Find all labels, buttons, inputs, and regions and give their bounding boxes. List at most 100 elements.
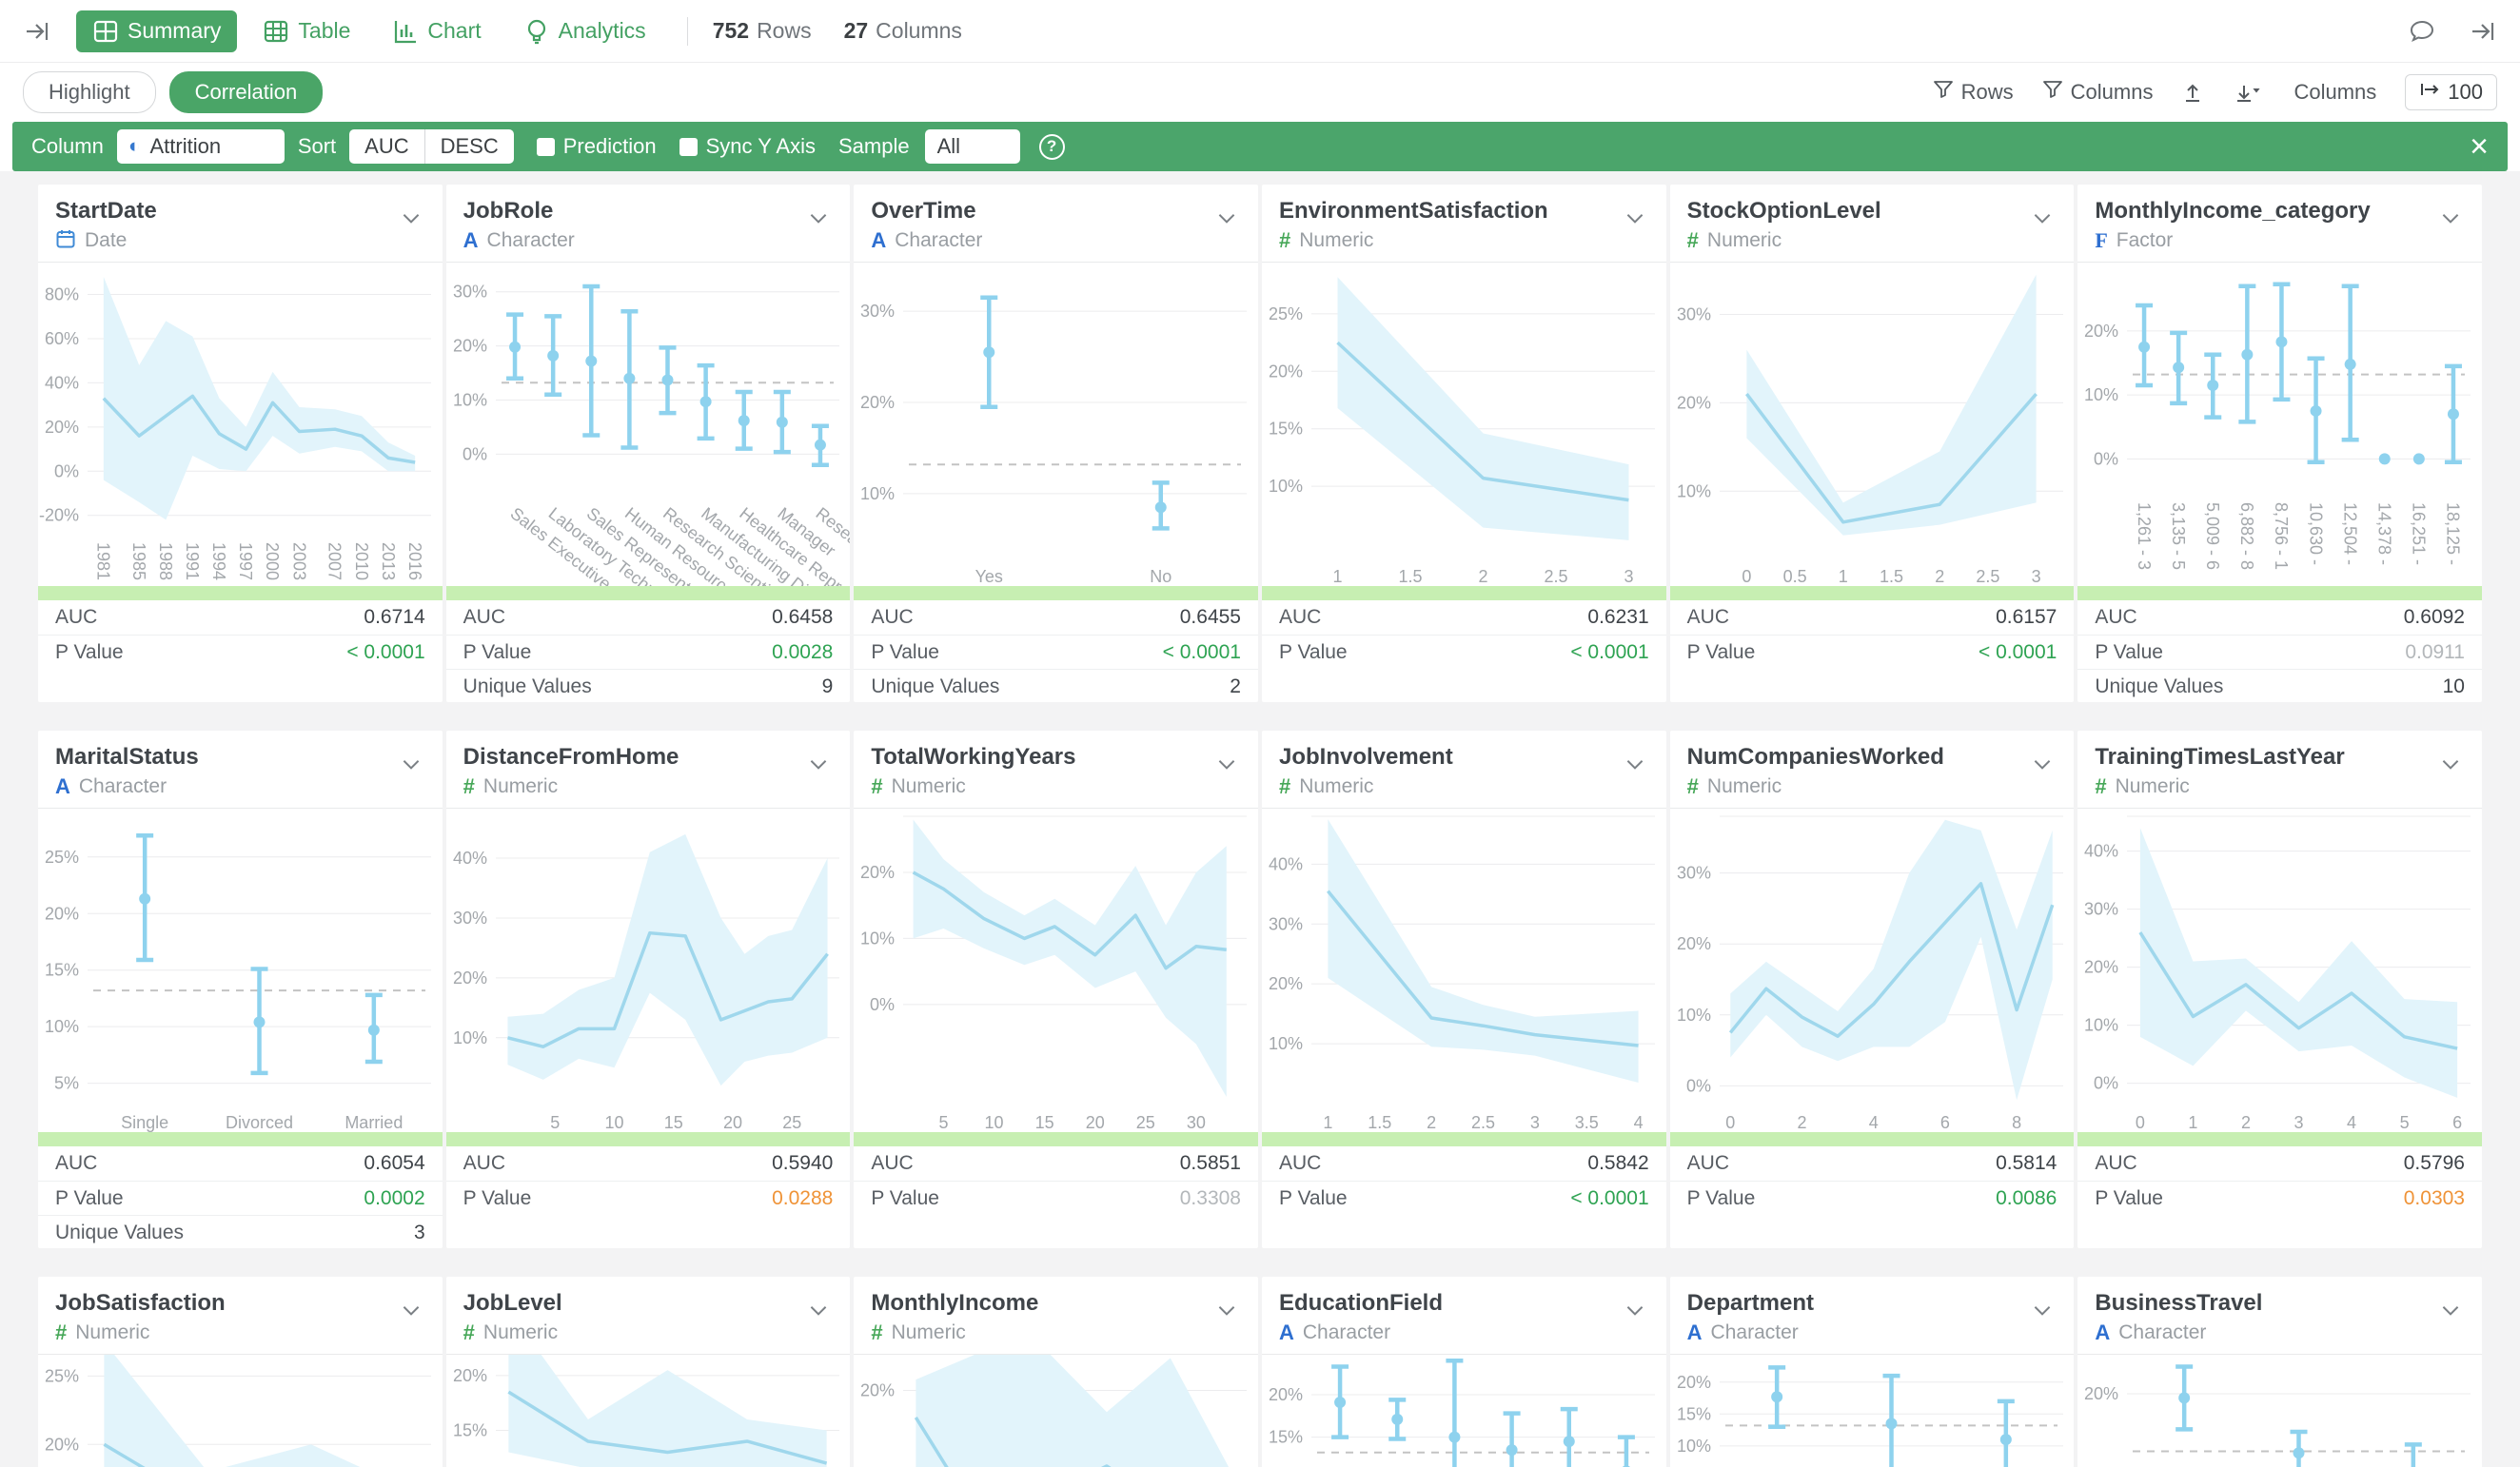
download-icon[interactable] bbox=[2233, 81, 2265, 104]
columns-limit-button[interactable]: 100 bbox=[2405, 74, 2497, 110]
numeric-type-icon: # bbox=[1279, 228, 1290, 253]
sync-y-axis-checkbox[interactable]: Sync Y Axis bbox=[679, 134, 816, 159]
columns-limit-label: Columns bbox=[2294, 80, 2376, 105]
chevron-down-icon[interactable] bbox=[806, 1298, 831, 1322]
card-title: MaritalStatus bbox=[55, 744, 425, 771]
chart-svg: 20%10%0%51015202530 bbox=[854, 809, 1258, 1132]
stat-label: AUC bbox=[55, 606, 97, 629]
stat-label: AUC bbox=[1687, 1152, 1729, 1175]
collapse-left-panel-icon[interactable] bbox=[23, 17, 51, 46]
svg-text:3: 3 bbox=[2294, 1113, 2304, 1132]
svg-text:-20%: -20% bbox=[39, 506, 79, 525]
card-title: StockOptionLevel bbox=[1687, 198, 2057, 225]
checkbox-unchecked[interactable] bbox=[537, 138, 555, 156]
chevron-down-icon[interactable] bbox=[806, 752, 831, 776]
card-title: StartDate bbox=[55, 198, 425, 225]
card-type-row: # Numeric bbox=[55, 1320, 425, 1346]
chevron-down-icon[interactable] bbox=[1214, 752, 1239, 776]
column-chart: 20%10%0% bbox=[2077, 1355, 2482, 1467]
svg-text:20%: 20% bbox=[453, 968, 487, 988]
upload-icon[interactable] bbox=[2181, 81, 2204, 104]
svg-text:20%: 20% bbox=[1677, 393, 1711, 412]
chevron-down-icon[interactable] bbox=[2030, 752, 2055, 776]
card-type-row: # Numeric bbox=[871, 773, 1241, 800]
chevron-down-icon[interactable] bbox=[2438, 752, 2463, 776]
svg-text:1,261 - 3: 1,261 - 3 bbox=[2135, 502, 2154, 570]
chevron-down-icon[interactable] bbox=[399, 205, 423, 230]
stat-value: 0.3308 bbox=[1180, 1187, 1241, 1210]
svg-text:4: 4 bbox=[1868, 1113, 1878, 1132]
filter-columns-button[interactable]: Columns bbox=[2042, 79, 2154, 106]
chevron-down-icon[interactable] bbox=[1623, 205, 1647, 230]
svg-text:18,125 -: 18,125 - bbox=[2444, 502, 2463, 565]
type-label: Character bbox=[487, 229, 575, 252]
chevron-down-icon[interactable] bbox=[1214, 205, 1239, 230]
svg-text:15: 15 bbox=[1035, 1113, 1054, 1132]
chevron-down-icon[interactable] bbox=[2438, 1298, 2463, 1322]
sample-select[interactable]: All bbox=[925, 129, 1020, 164]
tab-analytics[interactable]: Analytics bbox=[507, 10, 662, 52]
card-stats: AUC0.6092P Value0.0911Unique Values10 bbox=[2077, 600, 2482, 702]
comment-icon[interactable] bbox=[2408, 17, 2436, 46]
chevron-down-icon[interactable] bbox=[2030, 205, 2055, 230]
svg-text:2010: 2010 bbox=[352, 542, 371, 580]
target-column-select[interactable]: ◐ Attrition bbox=[117, 129, 285, 164]
close-icon[interactable]: × bbox=[2470, 130, 2489, 163]
chart-svg: 20%15%10%5%0%12345 bbox=[446, 1355, 851, 1467]
lightbulb-icon bbox=[523, 18, 550, 45]
stat-value: 0.5851 bbox=[1180, 1152, 1241, 1175]
collapse-right-panel-icon[interactable] bbox=[2469, 17, 2497, 46]
chevron-down-icon[interactable] bbox=[2438, 205, 2463, 230]
chevron-down-icon[interactable] bbox=[2030, 1298, 2055, 1322]
chevron-down-icon[interactable] bbox=[1214, 1298, 1239, 1322]
type-label: Factor bbox=[2116, 229, 2174, 252]
card-type-row: # Numeric bbox=[1687, 227, 2057, 254]
svg-text:10%: 10% bbox=[453, 1028, 487, 1047]
filter-rows-button[interactable]: Rows bbox=[1933, 79, 2014, 106]
chart-svg: 40%30%20%10%11.522.533.54 bbox=[1262, 809, 1666, 1132]
numeric-type-icon: # bbox=[1687, 228, 1699, 253]
tab-table[interactable]: Table bbox=[246, 10, 366, 52]
card-title: JobRole bbox=[463, 198, 834, 225]
svg-text:10%: 10% bbox=[1677, 1437, 1711, 1456]
chevron-down-icon[interactable] bbox=[806, 205, 831, 230]
column-card: EducationField A Character 20%15%10%5%0% bbox=[1262, 1277, 1666, 1467]
highlight-button[interactable]: Highlight bbox=[23, 71, 156, 113]
calendar-icon bbox=[55, 228, 76, 254]
sort-control[interactable]: AUC DESC bbox=[349, 129, 514, 164]
stat-label: AUC bbox=[871, 1152, 913, 1175]
svg-text:15%: 15% bbox=[453, 1420, 487, 1439]
correlation-gauge bbox=[854, 586, 1258, 600]
svg-text:Married: Married bbox=[345, 1113, 403, 1132]
factor-type-icon: F bbox=[2095, 228, 2107, 253]
column-card: MaritalStatus A Character 25%20%15%10%5%… bbox=[38, 731, 443, 1248]
checkbox-unchecked[interactable] bbox=[679, 138, 698, 156]
type-label: Numeric bbox=[892, 1321, 966, 1344]
stat-row: Unique Values9 bbox=[446, 669, 851, 702]
tab-summary[interactable]: Summary bbox=[76, 10, 237, 52]
svg-text:1997: 1997 bbox=[236, 542, 255, 580]
prediction-checkbox[interactable]: Prediction bbox=[537, 134, 657, 159]
stat-value: 0.0303 bbox=[2404, 1187, 2465, 1210]
tab-chart[interactable]: Chart bbox=[376, 10, 497, 52]
svg-text:1: 1 bbox=[1323, 1113, 1332, 1132]
card-title: MonthlyIncome_category bbox=[2095, 198, 2465, 225]
card-type-row: # Numeric bbox=[1279, 227, 1649, 254]
chevron-down-icon[interactable] bbox=[399, 752, 423, 776]
sort-by-value[interactable]: AUC bbox=[349, 134, 423, 159]
chevron-down-icon[interactable] bbox=[1623, 752, 1647, 776]
column-chart: 30%20%10%0%02468 bbox=[1670, 809, 2075, 1132]
card-header: MonthlyIncome_category F Factor bbox=[2077, 185, 2482, 254]
bar-chart-icon bbox=[392, 18, 419, 45]
chevron-down-icon[interactable] bbox=[399, 1298, 423, 1322]
svg-text:1: 1 bbox=[1333, 567, 1343, 586]
correlation-button[interactable]: Correlation bbox=[169, 71, 324, 113]
column-chart: 20%10%0%1,261 - 33,135 - 55,009 - 66,882… bbox=[2077, 263, 2482, 586]
svg-text:10: 10 bbox=[604, 1113, 623, 1132]
svg-text:Yes: Yes bbox=[975, 567, 1003, 586]
help-icon[interactable]: ? bbox=[1039, 134, 1065, 160]
sort-direction-value[interactable]: DESC bbox=[425, 134, 514, 159]
chevron-down-icon[interactable] bbox=[1623, 1298, 1647, 1322]
column-card: MonthlyIncome # Numeric 20%10%0%123456 bbox=[854, 1277, 1258, 1467]
stat-value: 0.0288 bbox=[772, 1187, 833, 1210]
